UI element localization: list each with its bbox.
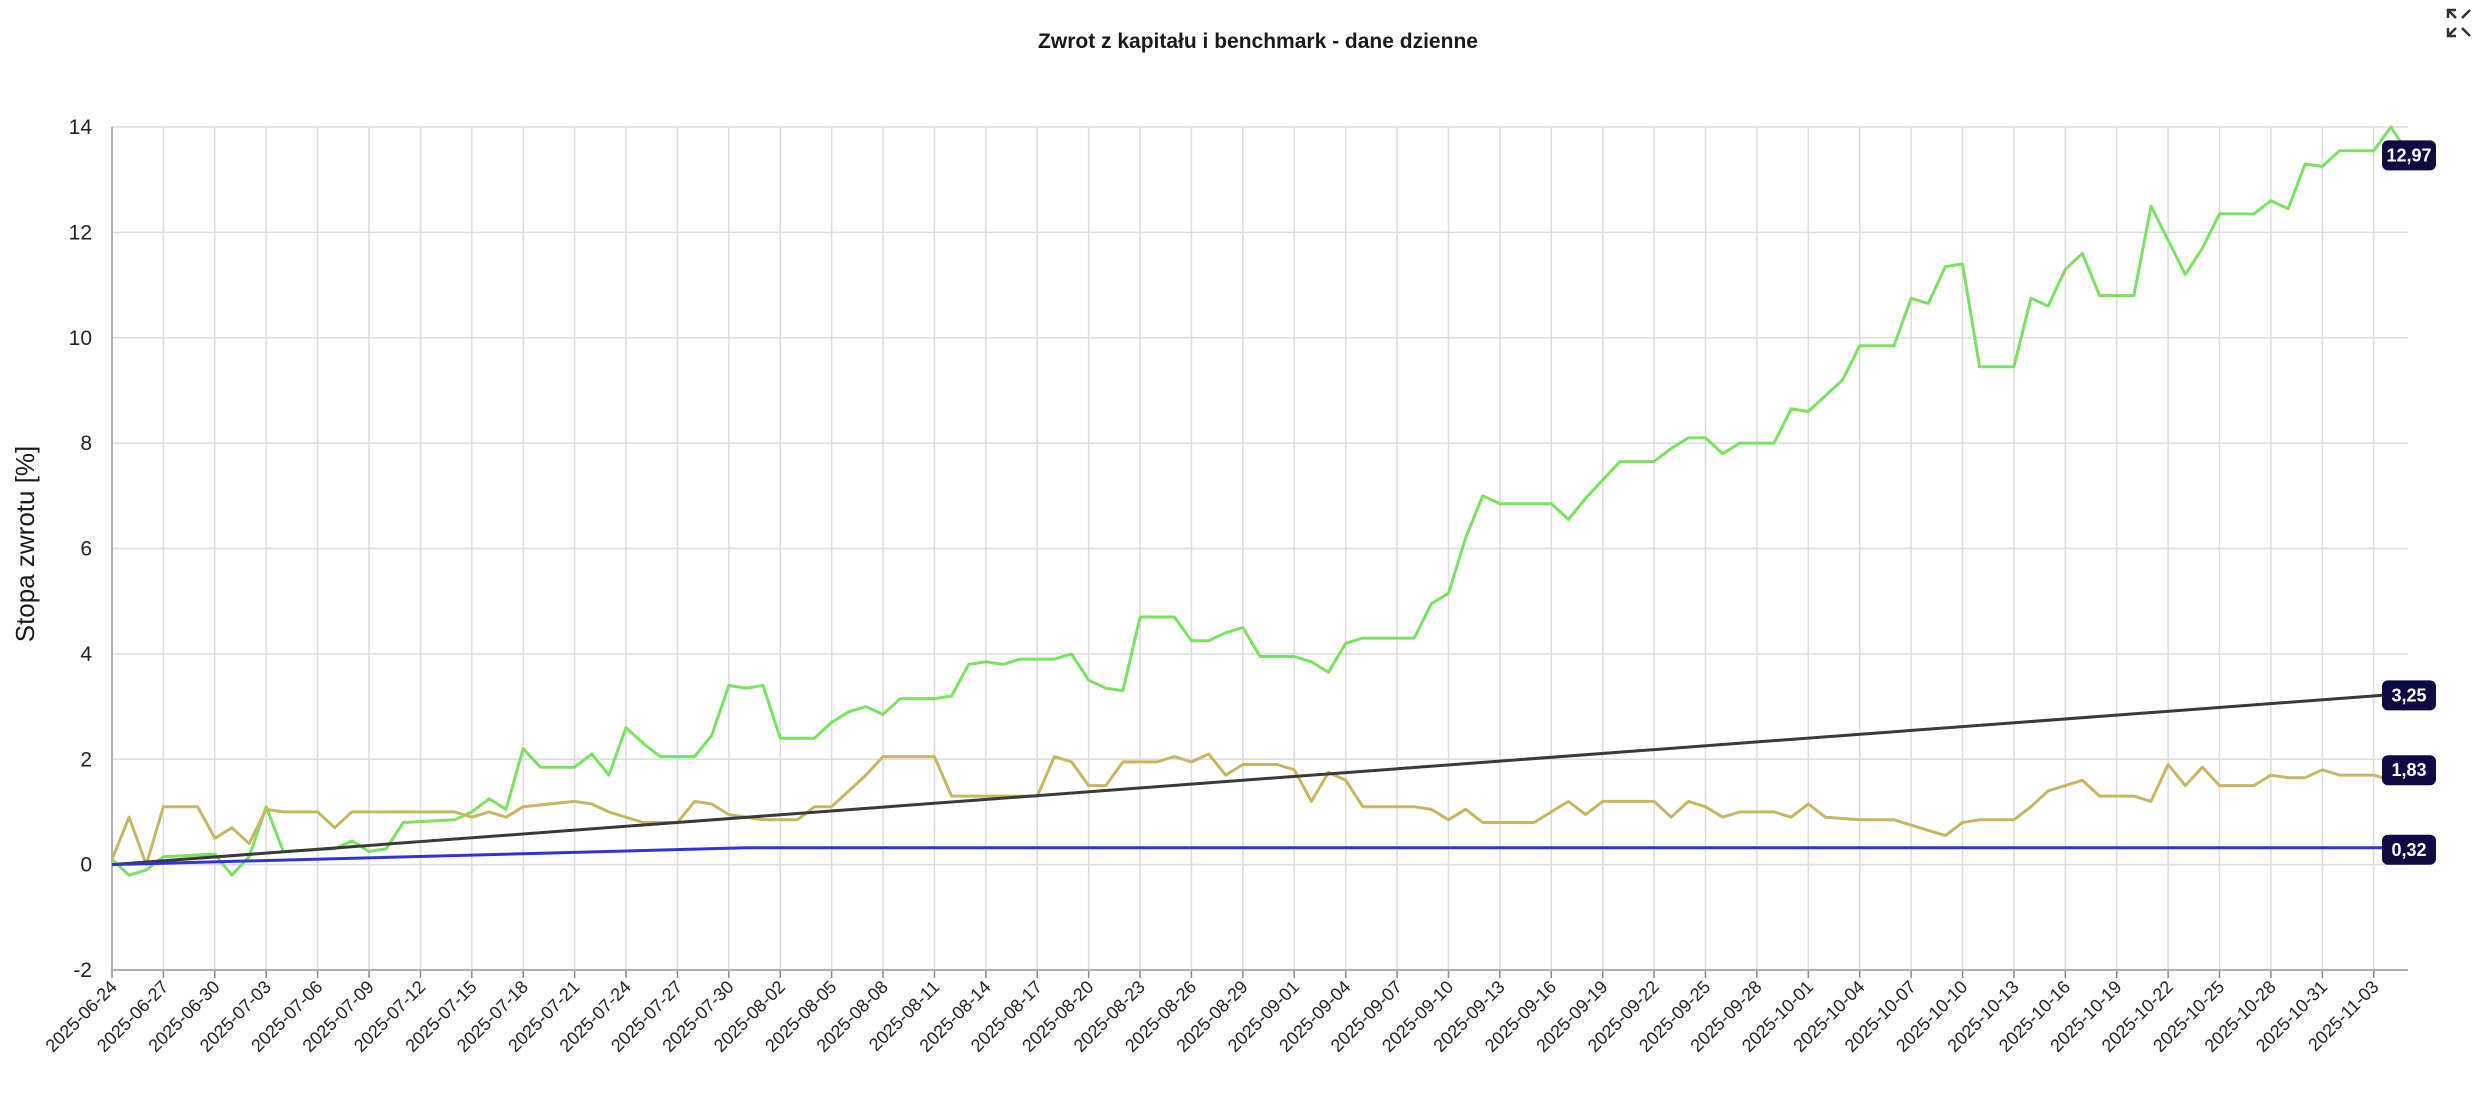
y-tick-label: 8	[80, 432, 92, 455]
y-tick-label: 10	[69, 327, 92, 350]
y-axis-label: Stopa zwrotu [%]	[10, 446, 40, 643]
end-label-text: 0,32	[2391, 840, 2426, 860]
end-label-text: 1,83	[2391, 760, 2426, 780]
y-tick-label: 12	[69, 221, 92, 244]
y-tick-label: 14	[69, 116, 93, 139]
end-label-text: 3,25	[2391, 685, 2426, 705]
grid	[111, 126, 2408, 978]
series-line-3	[111, 846, 2408, 867]
end-label-badge	[2382, 140, 2436, 171]
series-line-2	[111, 691, 2409, 867]
y-tick-label: 2	[80, 748, 92, 771]
expand-icon[interactable]	[2446, 8, 2472, 38]
series-line-1	[110, 752, 2409, 867]
x-axis-ticks: 2025-06-242025-06-272025-06-302025-07-03…	[42, 977, 2383, 1056]
end-label-text: 12,97	[2386, 145, 2431, 165]
y-axis-ticks: -2 0 2 4 6 8 10 12 14	[69, 116, 93, 982]
y-tick-label: 4	[80, 643, 92, 666]
end-label-badge	[2382, 680, 2436, 711]
end-label-badge	[2382, 834, 2436, 865]
y-tick-label: 0	[80, 854, 92, 877]
chart-title: Zwrot z kapitału i benchmark - dane dzie…	[1038, 30, 1478, 53]
series-line-0	[110, 125, 2410, 877]
y-tick-label: 6	[80, 538, 92, 561]
series-lines	[110, 125, 2410, 877]
end-label-badge	[2382, 755, 2436, 786]
y-tick-label: -2	[73, 959, 92, 982]
end-labels: 12,97 3,25 1,83 0,32	[2382, 140, 2436, 865]
